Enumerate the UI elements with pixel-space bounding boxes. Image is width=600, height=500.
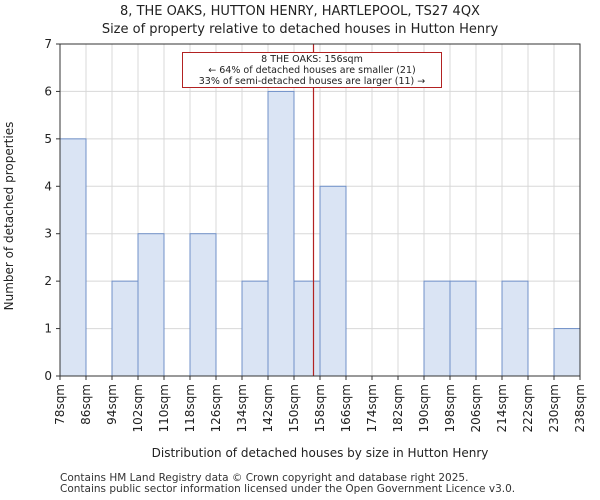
bar-94sqm bbox=[111, 280, 139, 377]
chart-subtitle: Size of property relative to detached ho… bbox=[101, 22, 499, 37]
x-tick-label: 110sqm bbox=[157, 384, 171, 432]
x-tick-label: 78sqm bbox=[53, 384, 67, 425]
annotation-line-1: 8 THE OAKS: 156sqm bbox=[261, 54, 363, 65]
bar-102sqm bbox=[137, 233, 165, 377]
annotation-line-3: 33% of semi-detached houses are larger (… bbox=[198, 76, 426, 87]
x-tick-label: 150sqm bbox=[287, 384, 301, 432]
y-tick-label: 0 bbox=[44, 369, 52, 383]
y-axis-label: Number of detached properties bbox=[2, 122, 16, 311]
x-tick-label: 230sqm bbox=[547, 384, 561, 432]
x-tick-label: 190sqm bbox=[417, 384, 431, 432]
x-tick-label: 142sqm bbox=[261, 384, 275, 432]
bar-230sqm bbox=[553, 328, 581, 377]
x-tick-label: 126sqm bbox=[209, 384, 223, 432]
annotation-line-2: ← 64% of detached houses are smaller (21… bbox=[208, 65, 416, 76]
bar-118sqm bbox=[189, 233, 217, 377]
bar-158sqm bbox=[319, 185, 347, 377]
x-tick-label: 102sqm bbox=[131, 384, 145, 432]
y-tick-label: 1 bbox=[44, 322, 52, 336]
bar-214sqm bbox=[501, 280, 529, 377]
x-tick-label: 166sqm bbox=[339, 384, 353, 432]
footer-line-2: Contains public sector information licen… bbox=[60, 483, 516, 495]
x-tick-label: 134sqm bbox=[235, 384, 249, 432]
x-tick-label: 206sqm bbox=[469, 384, 483, 432]
bar-150sqm bbox=[293, 280, 321, 377]
x-tick-label: 198sqm bbox=[443, 384, 457, 432]
x-tick-label: 222sqm bbox=[521, 384, 535, 432]
x-tick-label: 86sqm bbox=[79, 384, 93, 425]
bar-190sqm bbox=[423, 280, 451, 377]
bar-142sqm bbox=[267, 90, 295, 377]
y-tick-label: 5 bbox=[44, 132, 52, 146]
y-tick-label: 2 bbox=[44, 274, 52, 288]
x-tick-label: 214sqm bbox=[495, 384, 509, 432]
x-tick-label: 158sqm bbox=[313, 384, 327, 432]
y-tick-label: 3 bbox=[44, 227, 52, 241]
bar-78sqm bbox=[59, 138, 87, 377]
x-axis-label: Distribution of detached houses by size … bbox=[152, 446, 489, 460]
bars bbox=[59, 90, 581, 377]
y-tick-label: 4 bbox=[44, 179, 52, 193]
x-tick-label: 238sqm bbox=[573, 384, 587, 432]
y-tick-label: 6 bbox=[44, 84, 52, 98]
x-tick-label: 94sqm bbox=[105, 384, 119, 425]
y-tick-labels: 0 1 2 3 4 5 6 7 bbox=[44, 37, 60, 383]
x-tick-label: 182sqm bbox=[391, 384, 405, 432]
marker-annotation: 8 THE OAKS: 156sqm ← 64% of detached hou… bbox=[182, 52, 442, 88]
x-tick-labels: 78sqm 86sqm 94sqm 102sqm 110sqm 118sqm 126sqm 1… bbox=[53, 376, 587, 432]
y-tick-label: 7 bbox=[44, 37, 52, 51]
x-tick-label: 118sqm bbox=[183, 384, 197, 432]
bar-134sqm bbox=[241, 280, 269, 377]
footer-line-1: Contains HM Land Registry data © Crown c… bbox=[60, 472, 469, 484]
bar-198sqm bbox=[449, 280, 477, 377]
chart-title: 8, THE OAKS, HUTTON HENRY, HARTLEPOOL, T… bbox=[120, 4, 480, 19]
x-tick-label: 174sqm bbox=[365, 384, 379, 432]
